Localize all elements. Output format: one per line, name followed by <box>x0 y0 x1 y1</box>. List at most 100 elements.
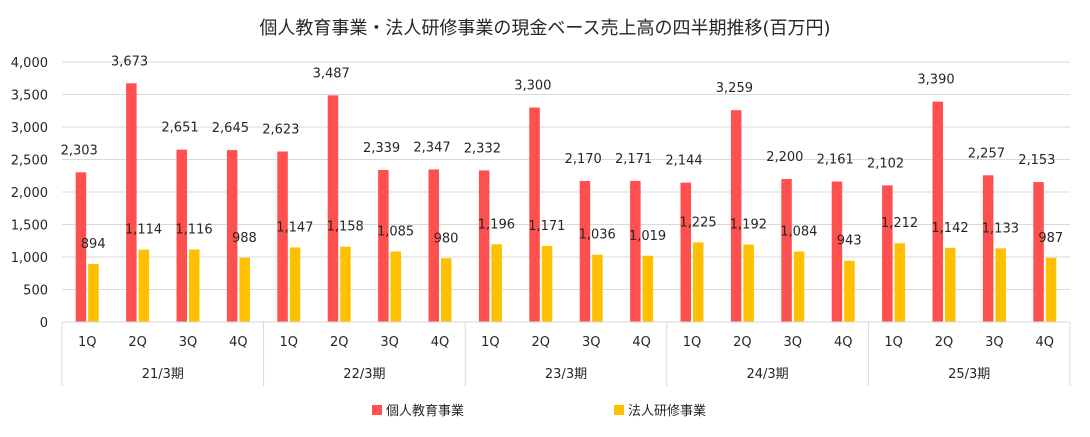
bar <box>75 172 87 322</box>
data-label: 1,158 <box>327 220 364 235</box>
data-label: 2,645 <box>212 121 249 136</box>
data-labels: 2,303 3,673 2,651 2,645 2,623 3,487 2,339 2,347… <box>61 54 1064 252</box>
bar <box>642 255 654 322</box>
data-label: 894 <box>81 237 106 252</box>
x-tick-label: 1Q <box>280 335 299 350</box>
data-label: 2,170 <box>565 152 602 167</box>
x-tick-label: 2Q <box>733 335 752 350</box>
bar <box>277 151 288 322</box>
data-label: 2,200 <box>766 150 803 165</box>
x-tick-label: 2Q <box>330 335 349 350</box>
bar <box>1045 257 1057 322</box>
data-label: 3,487 <box>313 66 350 81</box>
x-tick-label: 3Q <box>179 335 198 350</box>
bar <box>88 263 99 322</box>
data-label: 1,142 <box>931 221 968 236</box>
data-label: 2,339 <box>363 141 400 156</box>
data-label: 2,651 <box>161 121 198 136</box>
bar <box>680 182 691 322</box>
x-group-label: 25/3期 <box>948 367 990 382</box>
data-label: 1,019 <box>629 229 666 244</box>
x-group-label: 23/3期 <box>545 367 587 382</box>
bar <box>441 258 452 322</box>
bar <box>176 149 187 322</box>
y-tick-label: 1,000 <box>11 251 48 266</box>
x-tick-label: 4Q <box>632 335 651 350</box>
data-label: 1,171 <box>528 219 565 234</box>
x-tick-label: 2Q <box>532 335 551 350</box>
bar <box>491 244 502 322</box>
x-tick-label: 3Q <box>582 335 601 350</box>
y-tick-label: 1,500 <box>11 219 48 234</box>
data-label: 2,303 <box>61 143 98 158</box>
bar <box>793 251 805 322</box>
bar <box>138 249 150 322</box>
legend-swatch <box>372 405 382 415</box>
data-label: 2,257 <box>968 146 1005 161</box>
bar <box>189 249 200 322</box>
x-tick-label: 1Q <box>683 335 702 350</box>
bar <box>882 185 893 322</box>
data-label: 1,196 <box>478 217 515 232</box>
y-tick-label: 2,000 <box>11 186 48 201</box>
data-label: 3,390 <box>917 73 954 88</box>
data-label: 3,259 <box>716 81 753 96</box>
data-label: 1,036 <box>579 228 616 243</box>
gridlines <box>62 61 1070 323</box>
data-label: 1,147 <box>276 220 313 235</box>
data-label: 2,623 <box>262 123 299 138</box>
bar <box>579 180 591 322</box>
x-tick-label: 1Q <box>78 335 97 350</box>
x-tick-label: 1Q <box>884 335 903 350</box>
y-tick-label: 4,000 <box>11 56 48 71</box>
x-group-label: 24/3期 <box>746 367 788 382</box>
bar <box>478 170 490 322</box>
bar <box>982 175 994 322</box>
x-tick-label: 3Q <box>784 335 803 350</box>
bar <box>844 260 855 322</box>
data-label: 1,133 <box>982 221 1019 236</box>
data-label: 988 <box>232 231 257 246</box>
bar <box>1033 182 1044 322</box>
data-label: 980 <box>434 231 459 246</box>
legend-label: 法人研修事業 <box>628 403 706 419</box>
x-tick-label: 4Q <box>834 335 853 350</box>
data-label: 943 <box>837 234 862 249</box>
y-tick-label: 500 <box>23 284 48 299</box>
bar <box>995 248 1006 322</box>
bar <box>730 110 742 322</box>
bar <box>945 247 956 322</box>
data-label: 1,085 <box>377 224 414 239</box>
data-label: 2,171 <box>615 152 652 167</box>
data-label: 1,084 <box>780 225 817 240</box>
data-label: 2,144 <box>665 154 702 169</box>
data-label: 1,225 <box>679 215 716 230</box>
data-label: 2,102 <box>867 156 904 171</box>
bar <box>592 254 603 322</box>
bar <box>428 169 439 322</box>
y-tick-label: 2,500 <box>11 154 48 169</box>
data-label: 2,153 <box>1018 153 1055 168</box>
bar <box>932 101 943 323</box>
data-label: 1,212 <box>881 216 918 231</box>
bar <box>289 247 301 322</box>
x-tick-label: 4Q <box>1036 335 1055 350</box>
x-group-label: 22/3期 <box>343 367 385 382</box>
bar <box>894 243 906 322</box>
bar <box>327 95 339 322</box>
x-tick-label: 2Q <box>935 335 954 350</box>
bar <box>390 251 402 322</box>
bar <box>340 246 351 322</box>
data-label: 1,114 <box>125 223 162 238</box>
data-label: 2,347 <box>413 140 450 155</box>
x-tick-label: 3Q <box>985 335 1004 350</box>
bar <box>781 179 792 322</box>
bar <box>126 83 137 322</box>
bar <box>693 242 704 322</box>
x-axis: 1Q 2Q 3Q 4Q 21/3期 1Q 2Q 3Q 4Q 22/3期 1Q 2Q 3Q 4Q 23/3期 1… <box>61 321 1071 386</box>
x-tick-label: 4Q <box>229 335 248 350</box>
x-tick-label: 1Q <box>481 335 500 350</box>
bar <box>239 257 250 322</box>
